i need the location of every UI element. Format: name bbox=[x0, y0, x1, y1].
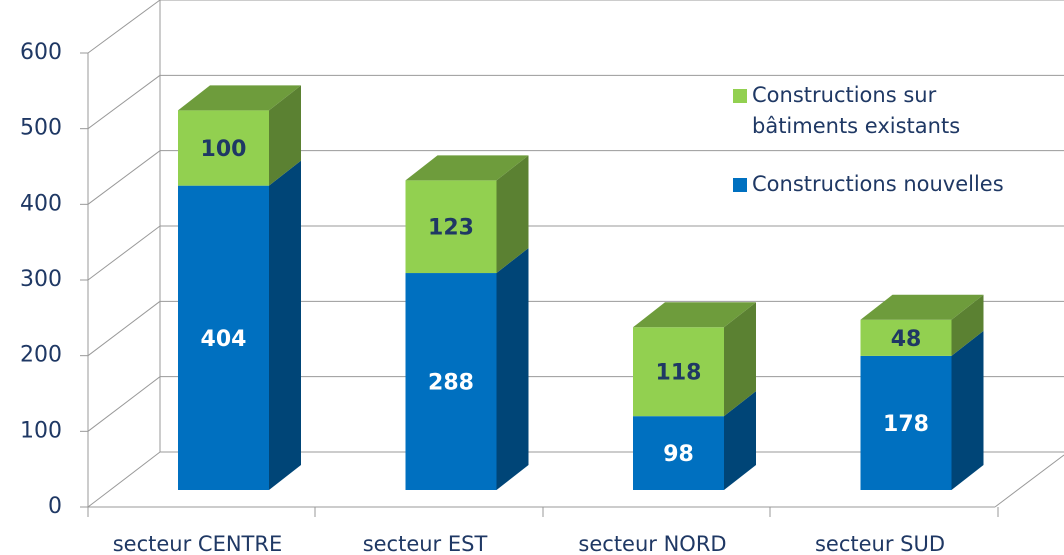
value-label: 98 bbox=[663, 442, 694, 467]
y-tick-label: 0 bbox=[48, 494, 62, 519]
floor-right bbox=[994, 454, 1064, 508]
bar-top bbox=[860, 294, 984, 320]
legend-label: Constructions sur bâtiments existants bbox=[752, 83, 961, 138]
legend-label: Constructions nouvelles bbox=[752, 172, 1004, 196]
value-label: 288 bbox=[428, 371, 474, 396]
bar-side bbox=[724, 302, 756, 417]
y-tick-label: 200 bbox=[20, 343, 62, 368]
value-label: 178 bbox=[883, 412, 929, 437]
bar bbox=[178, 185, 269, 491]
value-label: 123 bbox=[428, 216, 474, 241]
y-tick-label: 500 bbox=[20, 116, 62, 141]
value-label: 404 bbox=[201, 327, 247, 352]
x-tick-label: secteur CENTRE bbox=[113, 532, 283, 555]
wall-grid-line bbox=[87, 0, 161, 54]
value-label: 48 bbox=[891, 327, 922, 352]
wall-grid-line bbox=[87, 74, 161, 130]
y-tick-label: 100 bbox=[20, 418, 62, 443]
bar bbox=[405, 273, 497, 490]
wall-grid-line bbox=[87, 300, 161, 357]
bar-top bbox=[178, 85, 301, 111]
bar bbox=[860, 355, 952, 490]
y-tick-label: 600 bbox=[20, 40, 62, 65]
bar-side bbox=[269, 160, 301, 491]
bar bbox=[860, 319, 952, 356]
y-tick-label: 300 bbox=[20, 267, 62, 292]
value-label: 118 bbox=[656, 361, 702, 386]
legend-item: Constructions sur bâtiments existants bbox=[752, 83, 961, 138]
bar bbox=[633, 416, 724, 490]
wall-grid-line bbox=[87, 150, 161, 205]
bar-side bbox=[951, 294, 984, 356]
bar bbox=[405, 180, 497, 274]
x-axis-ticks bbox=[314, 507, 999, 517]
x-tick-label: secteur SUD bbox=[815, 532, 945, 555]
bar bbox=[178, 110, 269, 186]
wall-grid-line bbox=[87, 376, 161, 432]
wall-grid-line bbox=[87, 225, 161, 281]
legend-swatch bbox=[733, 89, 747, 103]
bar-side bbox=[724, 391, 756, 490]
legend-item: Constructions nouvelles bbox=[752, 172, 1004, 196]
value-label: 100 bbox=[201, 137, 247, 162]
bar bbox=[633, 327, 724, 417]
legend-swatch bbox=[733, 178, 747, 192]
bar-side bbox=[269, 85, 301, 186]
bar-top bbox=[633, 302, 756, 328]
x-tick-label: secteur EST bbox=[363, 532, 488, 555]
y-tick-label: 400 bbox=[20, 191, 62, 216]
bar-side bbox=[496, 155, 529, 274]
bar-side bbox=[951, 330, 984, 490]
wall-grid-line bbox=[87, 451, 161, 508]
x-tick-label: secteur NORD bbox=[578, 532, 726, 555]
bar-side bbox=[496, 248, 529, 490]
bar-top bbox=[405, 155, 529, 181]
